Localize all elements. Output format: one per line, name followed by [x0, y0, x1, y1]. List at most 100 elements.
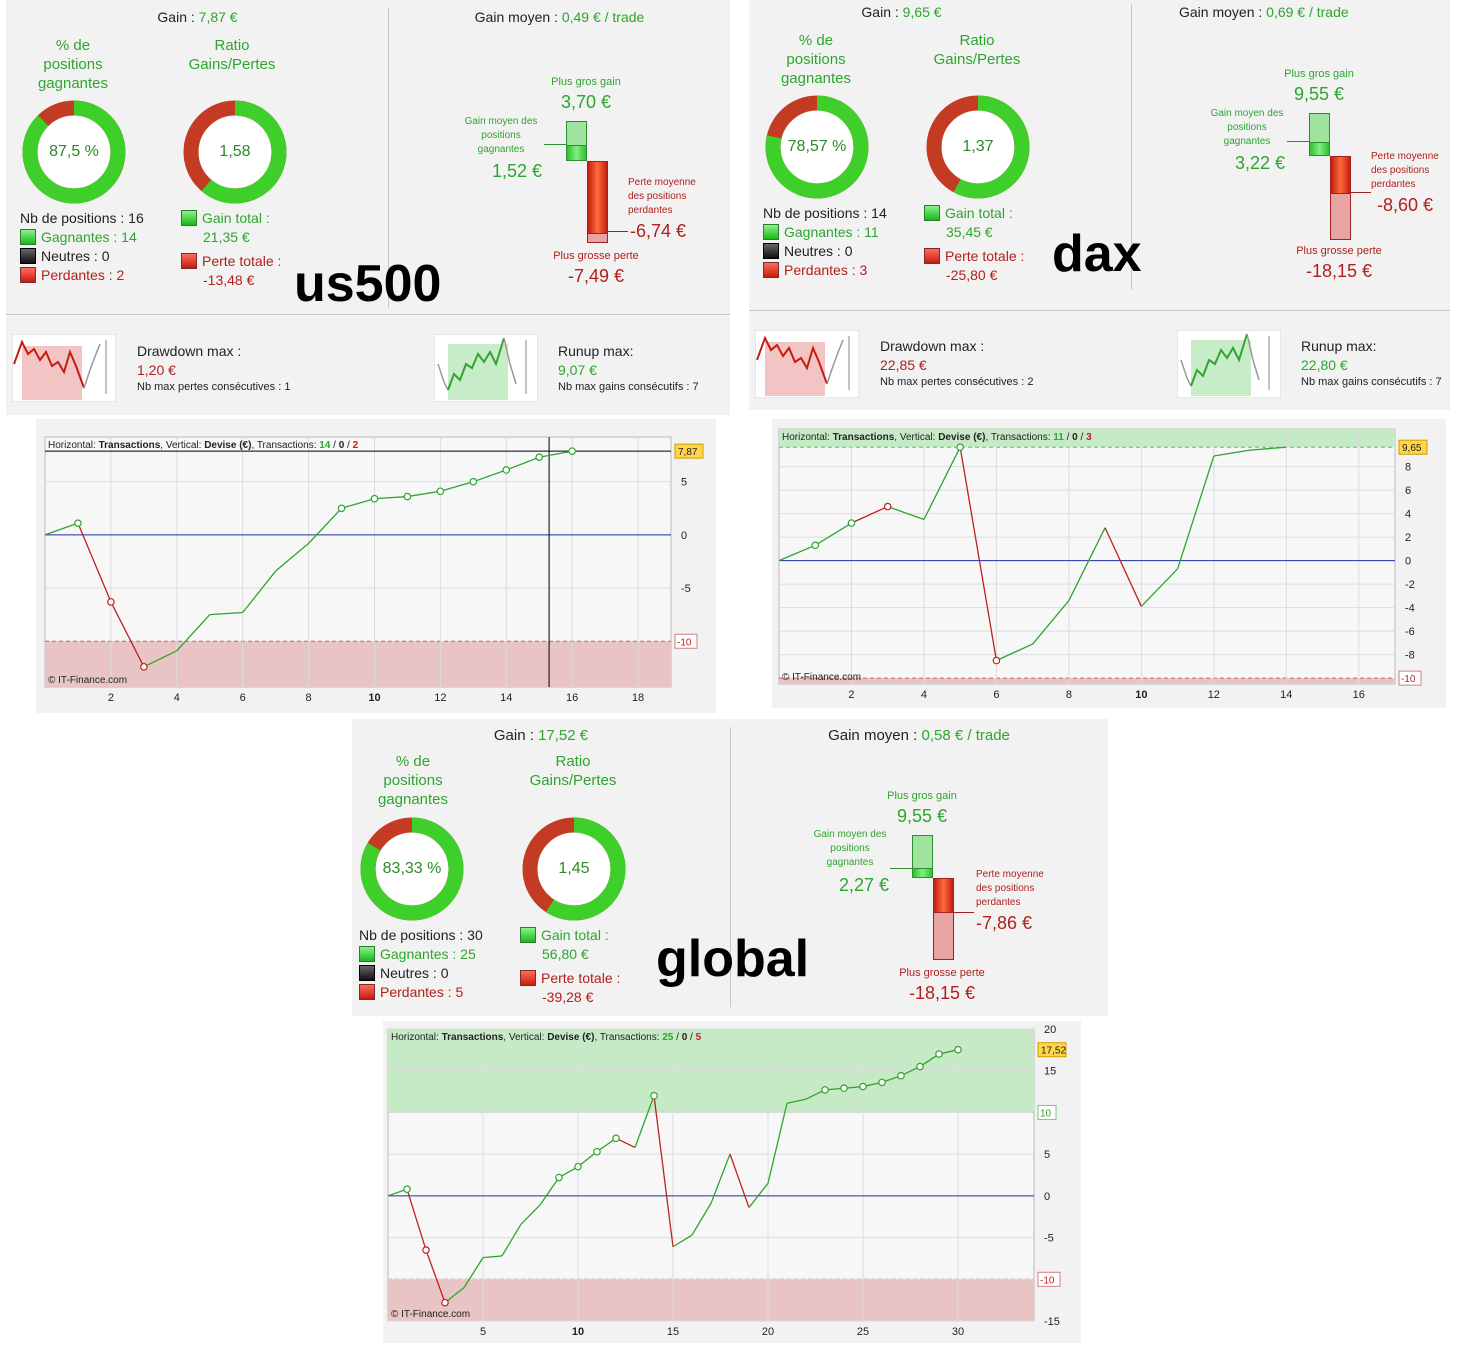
data-point: [337, 504, 346, 513]
x-tick-label: 15: [667, 1326, 679, 1338]
y-tick-label: 0: [1405, 556, 1411, 568]
ratio-donut: [183, 100, 287, 204]
data-point: [370, 494, 379, 503]
loss-segment: [959, 447, 998, 661]
arrow-icon: [1351, 192, 1371, 193]
gain-summary: Gain : 17,52 €: [493, 727, 589, 744]
ratio-donut: [926, 95, 1030, 199]
gain-segment: [520, 1204, 541, 1225]
y-tick-label: 0: [1044, 1191, 1050, 1203]
donut-hole: [942, 111, 1014, 183]
pct-positions-donut: [22, 100, 126, 204]
stop-loss-zone: [388, 1279, 1034, 1321]
gain-segment: [242, 570, 277, 613]
donut-green-arc: [522, 817, 626, 921]
x-tick-label: 10: [1135, 689, 1147, 701]
pct-positions-value: 87,5 %: [49, 143, 99, 160]
pct-positions-value: 78,57 %: [787, 138, 847, 155]
x-tick-label: 14: [1280, 689, 1292, 701]
gain-segment: [473, 469, 507, 483]
plus-gros-gain-label: Plus gros gain: [887, 790, 957, 802]
pct-positions-value: 83,33 %: [382, 860, 442, 877]
red-bar-avg: [587, 161, 608, 234]
green-bar-avg: [912, 868, 933, 878]
gain-segment: [539, 1177, 560, 1206]
plus-gros-gain-label: Plus gros gain: [1284, 68, 1354, 80]
vertical-divider: [730, 727, 731, 1007]
green-square-icon: [359, 946, 375, 962]
gain-segment: [577, 1151, 598, 1168]
loss-segment: [851, 505, 888, 524]
x-tick-label: 18: [632, 692, 644, 704]
red-square-icon: [181, 253, 197, 269]
us500-equity-chart: 2 4 6 8 10 12 14 16 18 5 0 -5 Horizontal: Transactio…: [36, 419, 716, 713]
y-tick-label: 8: [1405, 462, 1411, 474]
gain-segment: [1032, 600, 1070, 645]
plus-grosse-perte-label: Plus grosse perte: [553, 250, 639, 262]
runup-label: Runup max:: [558, 343, 634, 359]
gain-moyen-summary: Gain moyen : 0,49 € / trade: [474, 9, 645, 25]
data-point: [502, 466, 511, 474]
loss-segment: [77, 522, 112, 603]
x-tick-label: 25: [857, 1326, 869, 1338]
y-tick-label: 15: [1044, 1066, 1056, 1078]
gain-segment: [1176, 455, 1215, 570]
data-point: [916, 1062, 924, 1071]
green-square-icon: [181, 210, 197, 226]
arrow-icon: [954, 912, 974, 913]
red-square-icon: [520, 970, 536, 986]
last-value-tag: [1037, 1042, 1067, 1058]
gain-segment: [440, 481, 474, 492]
gagnantes-legend: Gagnantes : 11: [763, 224, 879, 240]
plus-grosse-perte-value: -18,15 €: [908, 983, 976, 1003]
stop-value-label: -10: [1401, 674, 1416, 685]
gain-segment: [1250, 446, 1287, 451]
perte-moyenne-label: Perte moyenne des positions perdantes: [1371, 151, 1439, 190]
x-tick-label: 20: [762, 1326, 774, 1338]
loss-segment: [110, 601, 145, 668]
data-point: [992, 656, 1001, 665]
donut-green-arc: [183, 100, 287, 204]
x-tick-label: 16: [1353, 689, 1365, 701]
gain-value: 7,87 €: [198, 9, 238, 25]
x-tick-label: 14: [500, 692, 512, 704]
sparkline-band: [22, 346, 82, 400]
copyright-label: © IT-Finance.com: [48, 675, 127, 686]
data-point: [956, 443, 964, 452]
gain-moyen-positions-value: 2,27 €: [839, 875, 890, 895]
gagnantes-legend: Gagnantes : 14: [20, 229, 137, 245]
y-tick-label: 5: [1044, 1149, 1050, 1161]
drawdown-sub: Nb max pertes consécutives : 2: [880, 376, 1034, 388]
panel-title: global: [656, 930, 810, 988]
red-square-icon: [763, 262, 779, 278]
plus-gros-gain-value: 3,70 €: [560, 92, 612, 112]
drawdown-label: Drawdown max :: [880, 338, 985, 354]
data-point: [441, 1298, 449, 1307]
data-point: [574, 1162, 582, 1171]
plus-gros-gain-value: 9,55 €: [896, 806, 948, 826]
y-tick-label: 0: [681, 530, 687, 542]
data-point: [883, 502, 892, 511]
gain-moyen-positions-label: Gain moyen des positions gagnantes: [1210, 108, 1284, 147]
sparkline-band: [765, 342, 825, 396]
data-point: [878, 1078, 886, 1087]
gain-segment: [1068, 527, 1106, 601]
y-tick-label: -4: [1405, 603, 1415, 615]
sparkline-line: [1180, 359, 1192, 387]
stop-value-tag: [1037, 1271, 1061, 1287]
gain-segment: [506, 456, 540, 471]
data-point: [568, 447, 576, 455]
gain-segment: [501, 1223, 522, 1257]
horizontal-divider: [6, 314, 730, 315]
x-tick-label: 8: [1066, 689, 1072, 701]
horizontal-divider: [749, 310, 1450, 311]
y-tick-label: 6: [1405, 485, 1411, 497]
sparkline-line: [1190, 333, 1248, 387]
us500-stats-panel: Gain : 7,87 € Gain moyen : 0,49 € / trad…: [6, 0, 730, 415]
data-point: [140, 662, 148, 671]
black-square-icon: [763, 243, 779, 259]
last-value-label: 17,52: [1041, 1046, 1066, 1057]
perte-totale-legend: Perte totale :: [181, 253, 281, 269]
ratio-title: Ratio Gains/Pertes: [529, 753, 617, 789]
gain-segment: [786, 1098, 807, 1104]
